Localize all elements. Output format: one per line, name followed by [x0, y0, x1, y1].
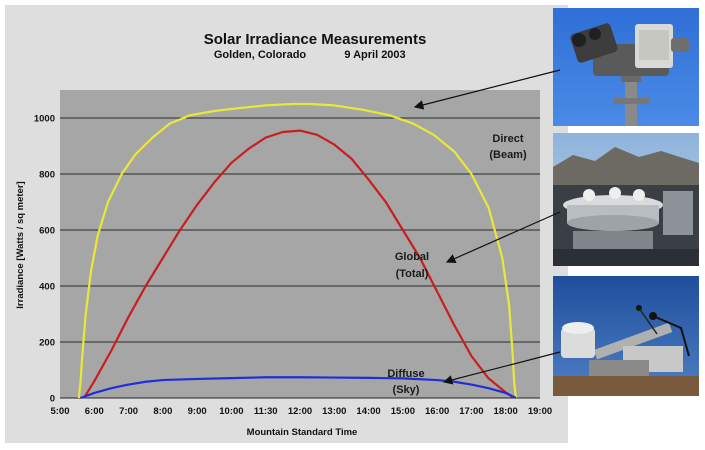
x-tick-label-10: 15:00 — [391, 406, 415, 417]
chart-panel: Solar Irradiance Measurements Golden, Co… — [5, 5, 568, 443]
y-tick-label-2: 400 — [39, 282, 55, 293]
x-tick-label-13: 18:00 — [494, 406, 518, 417]
x-tick-label-1: 6:00 — [85, 406, 104, 417]
x-axis-label: Mountain Standard Time — [247, 427, 358, 438]
y-tick-label-3: 600 — [39, 226, 55, 237]
x-tick-label-8: 13:00 — [322, 406, 346, 417]
chart-subtitle-date: 9 April 2003 — [344, 49, 405, 61]
irradiance-chart: Solar Irradiance Measurements Golden, Co… — [15, 31, 552, 438]
annotation-diffuse-line1: Diffuse — [387, 368, 424, 380]
chart-subtitle-location: Golden, Colorado — [214, 49, 307, 61]
x-tick-label-12: 17:00 — [459, 406, 483, 417]
x-tick-label-3: 8:00 — [153, 406, 172, 417]
annotation-direct-line2: (Beam) — [489, 149, 527, 161]
annotation-diffuse-line2: (Sky) — [393, 384, 420, 396]
pyranometer-photo — [553, 133, 699, 266]
grid-lines — [60, 117, 540, 399]
x-tick-label-9: 14:00 — [356, 406, 380, 417]
x-tick-label-4: 9:00 — [188, 406, 207, 417]
x-tick-label-6: 11:30 — [254, 406, 278, 417]
x-tick-label-7: 12:00 — [288, 406, 312, 417]
annotation-global-line1: Global — [395, 251, 429, 263]
x-tick-labels: 5:00 6:00 7:00 8:00 9:00 10:00 11:30 12:00 13:00… — [50, 406, 552, 417]
x-tick-label-0: 5:00 — [50, 406, 69, 417]
x-tick-label-14: 19:00 — [528, 406, 552, 417]
diffuse-tracker-photo — [553, 276, 699, 396]
y-tick-label-0: 0 — [50, 394, 55, 405]
series-line-1 — [83, 129, 515, 399]
x-tick-label-11: 16:00 — [425, 406, 449, 417]
x-tick-label-2: 7:00 — [119, 406, 138, 417]
y-axis-label: Irradiance [Watts / sq meter] — [15, 181, 26, 308]
series-line-2 — [80, 376, 517, 400]
annotation-direct-line1: Direct — [492, 133, 524, 145]
x-tick-label-5: 10:00 — [219, 406, 243, 417]
y-tick-labels: 0 200 400 600 800 1000 — [34, 114, 55, 405]
annotation-global-line2: (Total) — [396, 268, 429, 280]
pyrheliometer-photo — [553, 8, 699, 126]
y-tick-label-1: 200 — [39, 338, 55, 349]
chart-title: Solar Irradiance Measurements — [204, 31, 427, 48]
y-tick-label-4: 800 — [39, 170, 55, 181]
y-tick-label-5: 1000 — [34, 114, 55, 125]
